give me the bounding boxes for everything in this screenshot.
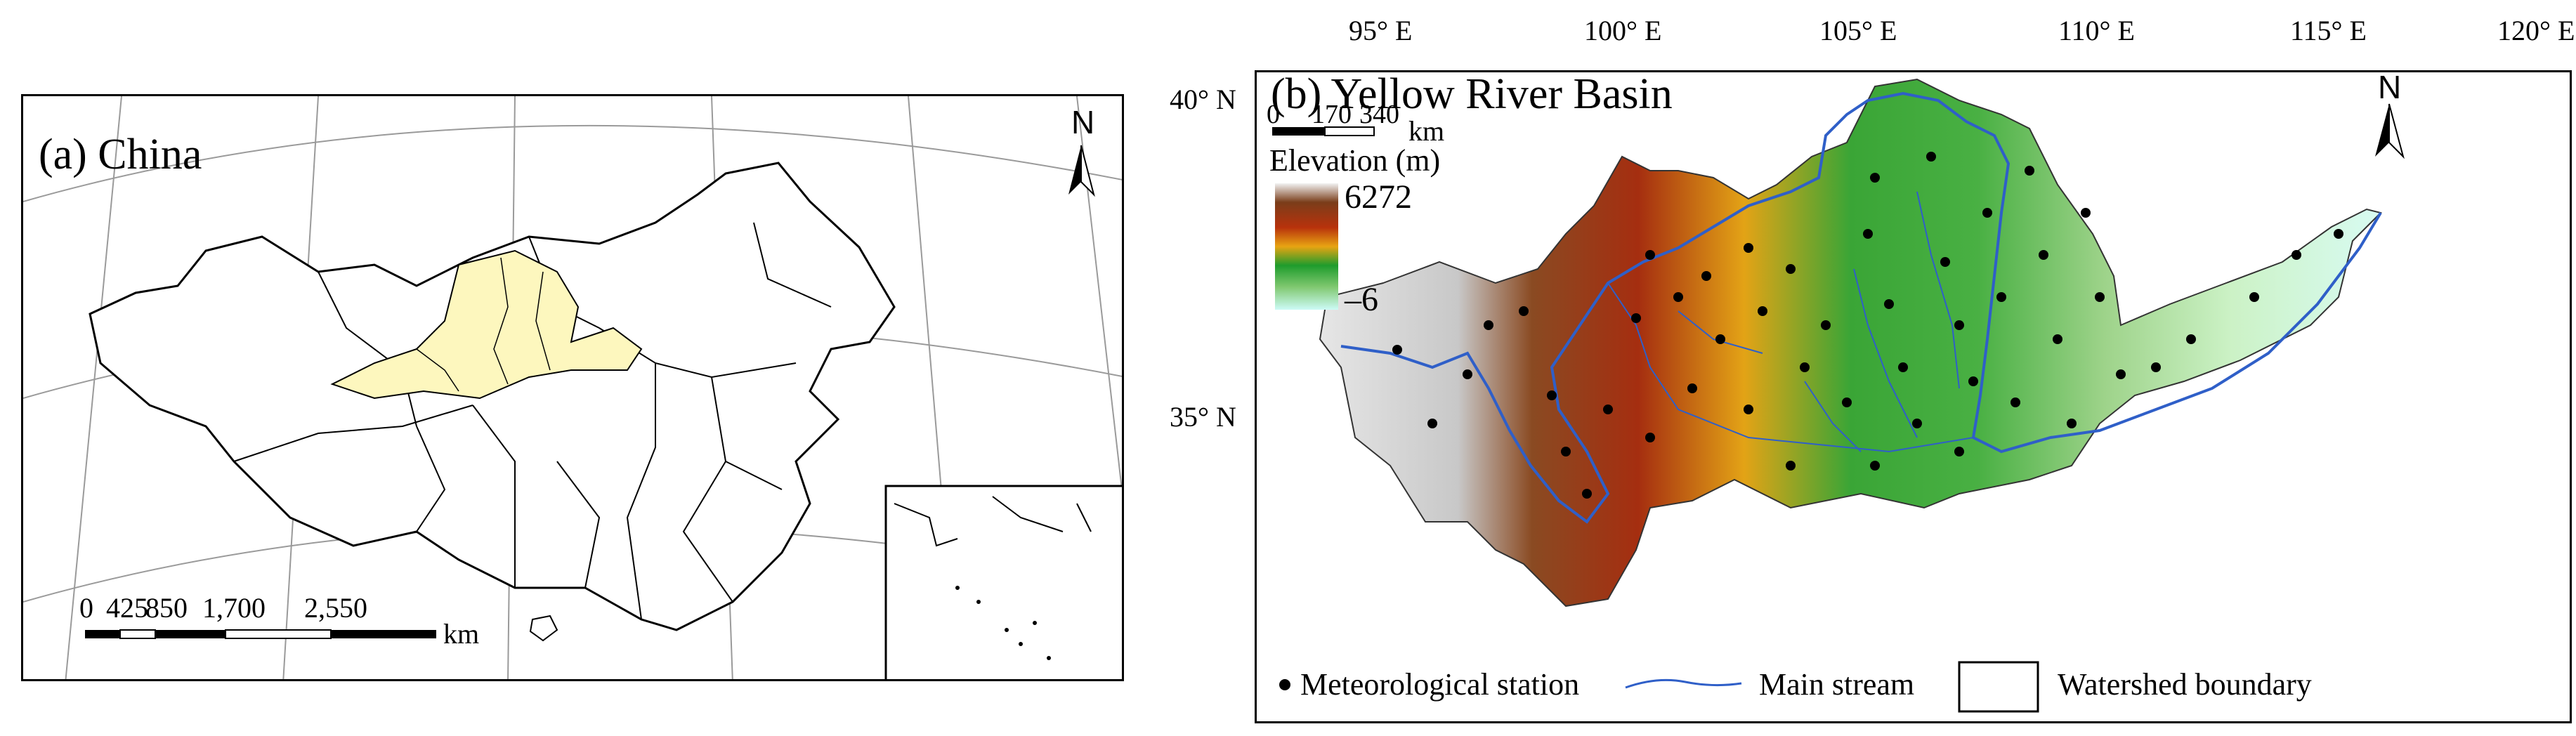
north-label: N: [1071, 104, 1095, 140]
elevation-max: 6272: [1345, 178, 1412, 216]
scale-unit: km: [1408, 115, 1445, 147]
scale-bar: [1272, 126, 1375, 136]
stream-legend-label: Main stream: [1759, 667, 1915, 702]
scale-tick: 170: [1312, 100, 1352, 129]
panel-a-title: (a) China: [39, 131, 202, 178]
scale-tick: 0: [1267, 100, 1280, 129]
inset-islands: [955, 586, 1051, 660]
north-arrow-icon: [2375, 103, 2405, 159]
longitude-tick: 105° E: [1819, 15, 1897, 46]
longitude-tick: 95° E: [1349, 15, 1413, 46]
scale-tick: 1,700: [202, 592, 266, 624]
north-label: N: [2378, 70, 2402, 105]
basin-terrain: [1319, 78, 2382, 607]
china-map: [23, 96, 1122, 679]
hainan-island: [529, 615, 558, 642]
yellow-river-basin: [330, 249, 643, 400]
china-map-panel: (a) China N 0 425 850 1,700 2,550 km: [21, 94, 1124, 681]
longitude-tick: 110° E: [2058, 15, 2135, 46]
scale-bar: [85, 629, 436, 639]
yellow-river-basin-panel: (b) Yellow River Basin N 0 170 340 km El…: [1255, 70, 2572, 723]
scale-tick: 850: [145, 592, 188, 624]
longitude-tick: 115° E: [2290, 15, 2367, 46]
scale-tick: 340: [1359, 100, 1399, 129]
stream-legend-icon: [1625, 678, 1742, 689]
panel-b-title: (b) Yellow River Basin: [1271, 70, 1673, 118]
boundary-legend-label: Watershed boundary: [2058, 667, 2312, 702]
elevation-min: –6: [1345, 281, 1378, 318]
station-legend-icon: [1279, 679, 1290, 690]
south-china-sea-inset: [884, 485, 1122, 679]
scale-tick: 425: [106, 592, 148, 624]
elevation-legend-title: Elevation (m): [1269, 143, 1441, 178]
latitude-tick: 40° N: [1170, 84, 1236, 115]
inset-coastline: [894, 496, 1092, 547]
basin-map: [1272, 78, 2405, 713]
basin-internal-lines: [416, 257, 551, 392]
latitude-tick: 35° N: [1170, 401, 1236, 433]
main-stream: [1340, 91, 2382, 524]
meteorological-stations: [1392, 152, 2343, 499]
longitude-tick: 120° E: [2497, 15, 2575, 46]
north-arrow-icon: [1068, 145, 1095, 197]
station-legend-label: Meteorological station: [1300, 667, 1580, 702]
scale-unit: km: [443, 618, 480, 650]
tributaries: [1607, 191, 1974, 453]
boundary-legend-icon: [1958, 661, 2039, 713]
scale-tick: 2,550: [304, 592, 367, 624]
china-outline: [89, 162, 896, 631]
longitude-tick: 100° E: [1584, 15, 1662, 46]
scale-tick: 0: [79, 592, 93, 624]
elevation-colorbar: [1275, 183, 1338, 310]
